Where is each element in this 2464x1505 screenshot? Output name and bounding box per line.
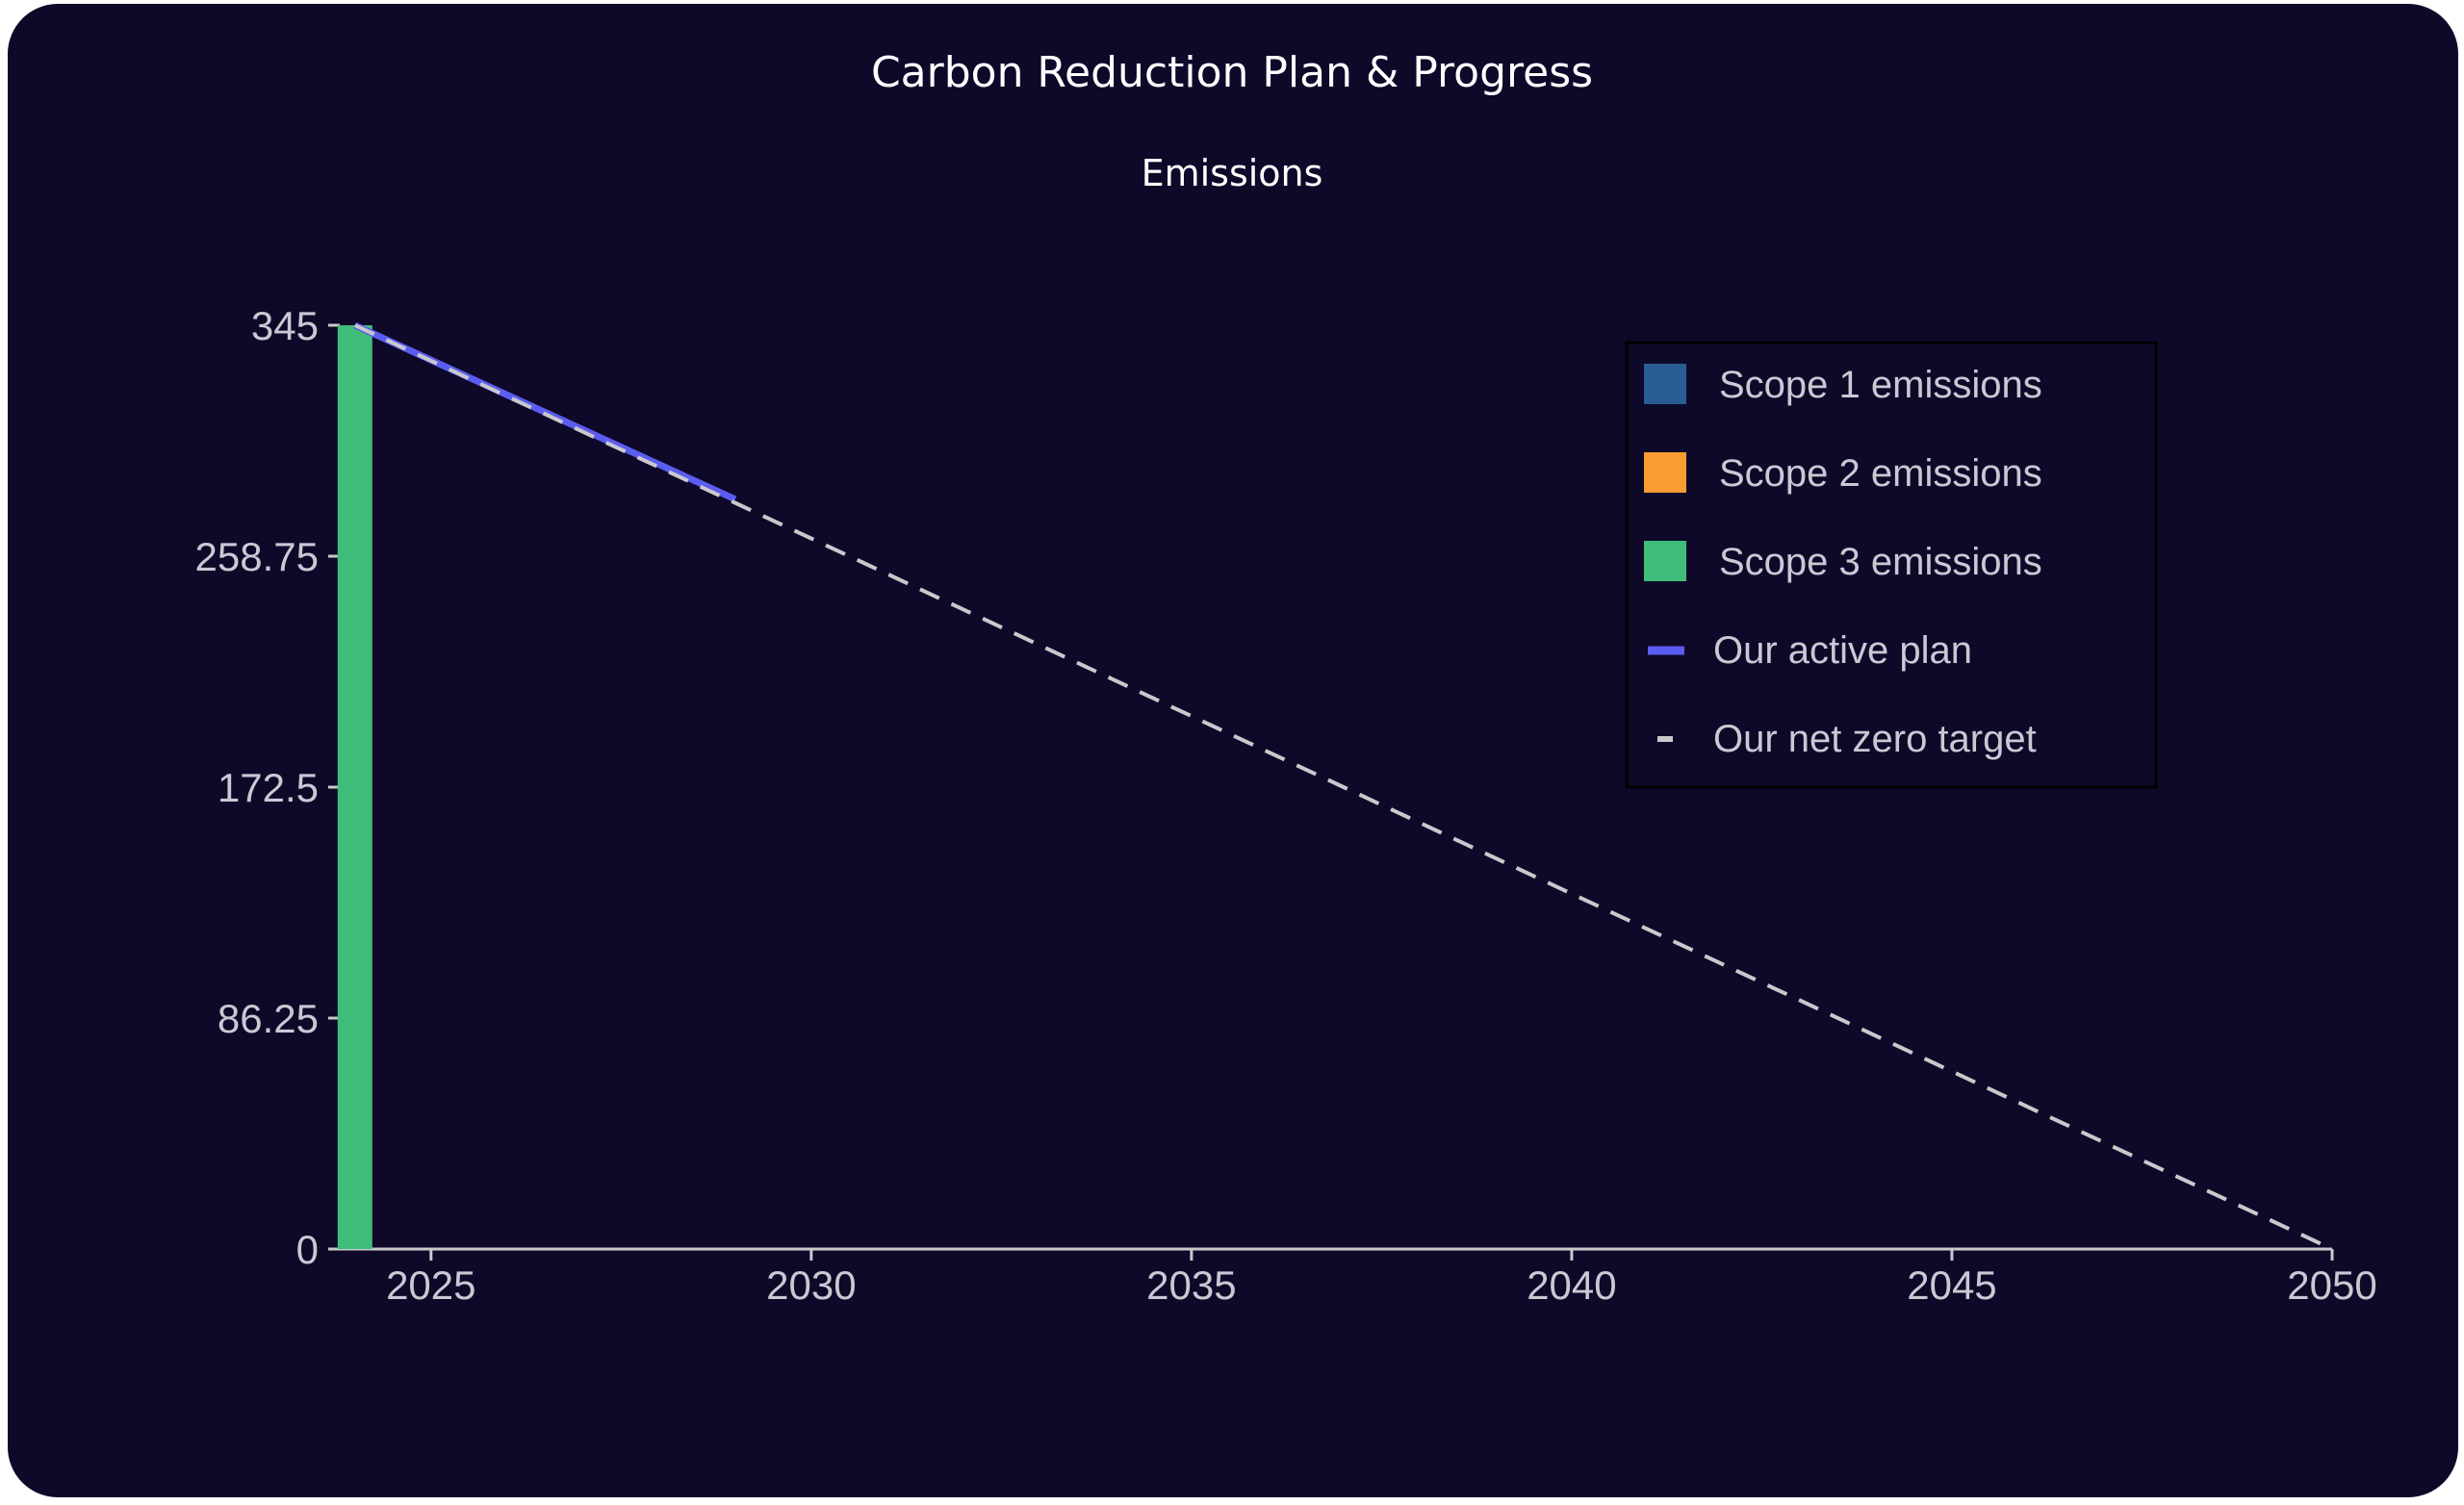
legend-swatch [1644,364,1686,404]
legend-label: Scope 2 emissions [1719,452,2042,495]
legend-label: Scope 3 emissions [1719,541,2042,583]
x-tick-label: 2045 [1907,1263,1996,1308]
x-tick-label: 2035 [1146,1263,1236,1308]
y-tick-label: 258.75 [195,534,319,579]
lines [353,321,2333,1251]
legend-label: Our net zero target [1713,718,2037,760]
y-tick-label: 345 [251,303,319,348]
legend-swatch [1644,452,1686,493]
chart-subtitle: Emissions [1141,152,1323,194]
x-tick-label: 2050 [2287,1263,2376,1308]
y-tick-label: 0 [296,1227,319,1272]
x-tick-label: 2025 [386,1263,475,1308]
legend: Scope 1 emissions Scope 2 emissions Scope … [1625,341,2158,789]
legend-box [1625,341,2158,789]
legend-swatch [1644,541,1686,581]
chart-title: Carbon Reduction Plan & Progress [870,48,1594,97]
y-tick-label: 172.5 [218,765,319,810]
net-zero-target-line [353,323,2333,1251]
legend-label: Scope 1 emissions [1719,364,2042,406]
legend-label: Our active plan [1713,629,1972,672]
axes: 0 86.25 172.5 258.75 345 2025 2030 2035 2040 2045… [195,303,2377,1308]
bars [337,325,372,1249]
y-tick-label: 86.25 [218,996,319,1041]
x-tick-label: 2030 [766,1263,856,1308]
scope3-bar-2024 [337,325,372,1249]
x-tick-label: 2040 [1527,1263,1616,1308]
